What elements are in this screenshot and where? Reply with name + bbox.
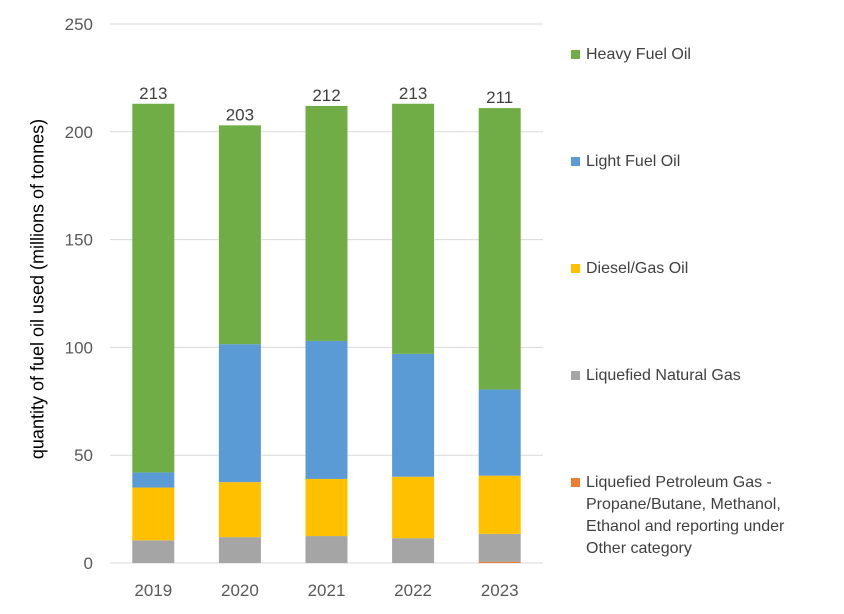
bar-dieselgas-2023 [478, 475, 521, 534]
legend-swatch [571, 157, 580, 166]
y-tick-label: 250 [65, 15, 93, 34]
bar-heavy-2019 [132, 103, 175, 473]
bar-liquefied-2021 [305, 536, 348, 563]
bar-liquefied-2023 [478, 561, 521, 563]
bar-liquefied-2020 [218, 537, 261, 563]
legend-item: Diesel/Gas Oil [571, 258, 688, 280]
bar-dieselgas-2022 [392, 476, 435, 539]
bar-light-2020 [218, 344, 261, 483]
bar-heavy-2023 [478, 108, 521, 390]
legend-swatch [571, 478, 580, 487]
legend-label: Liquefied Natural Gas [586, 367, 741, 384]
legend-label: Diesel/Gas Oil [586, 260, 689, 277]
bar-liquefied-2023 [478, 533, 521, 562]
y-tick-label: 200 [65, 123, 93, 142]
x-tick-label: 2022 [394, 581, 432, 600]
bar-light-2023 [478, 389, 521, 476]
x-tick-label: 2020 [221, 581, 259, 600]
y-tick-label: 150 [65, 231, 93, 250]
legend-label: Liquefied Petroleum Gas - Propane/Butane,… [586, 474, 785, 557]
total-label: 212 [312, 86, 340, 105]
bar-light-2019 [132, 472, 175, 488]
legend-label: Light Fuel Oil [586, 153, 681, 170]
legend-swatch [571, 264, 580, 273]
legend-swatch [571, 50, 580, 59]
bar-dieselgas-2020 [218, 482, 261, 538]
bar-dieselgas-2019 [132, 487, 175, 541]
bar-light-2022 [392, 353, 435, 477]
legend-item: Light Fuel Oil [571, 151, 680, 173]
total-label: 211 [486, 88, 513, 107]
legend-item: Liquefied Petroleum Gas - Propane/Butane,… [571, 472, 784, 560]
bar-dieselgas-2021 [305, 478, 348, 537]
bar-heavy-2022 [392, 103, 435, 354]
legend-swatch [571, 371, 580, 380]
y-tick-label: 50 [74, 446, 93, 465]
total-label: 213 [399, 84, 427, 103]
bar-liquefied-2022 [392, 538, 435, 563]
legend-item: Liquefied Natural Gas [571, 365, 741, 387]
bar-liquefied-2019 [132, 540, 175, 563]
total-label: 213 [139, 84, 167, 103]
bar-light-2021 [305, 340, 348, 479]
y-tick-label: 100 [65, 338, 93, 357]
y-axis-label: quantity of fuel oil used (millions of t… [27, 118, 48, 460]
x-tick-label: 2023 [481, 581, 519, 600]
legend-label: Heavy Fuel Oil [586, 46, 691, 63]
x-tick-label: 2019 [134, 581, 172, 600]
bar-heavy-2020 [218, 125, 261, 345]
legend-item: Heavy Fuel Oil [571, 44, 691, 66]
bar-heavy-2021 [305, 105, 348, 341]
x-tick-label: 2021 [308, 581, 346, 600]
y-tick-label: 0 [84, 554, 93, 573]
total-label: 203 [226, 105, 254, 124]
